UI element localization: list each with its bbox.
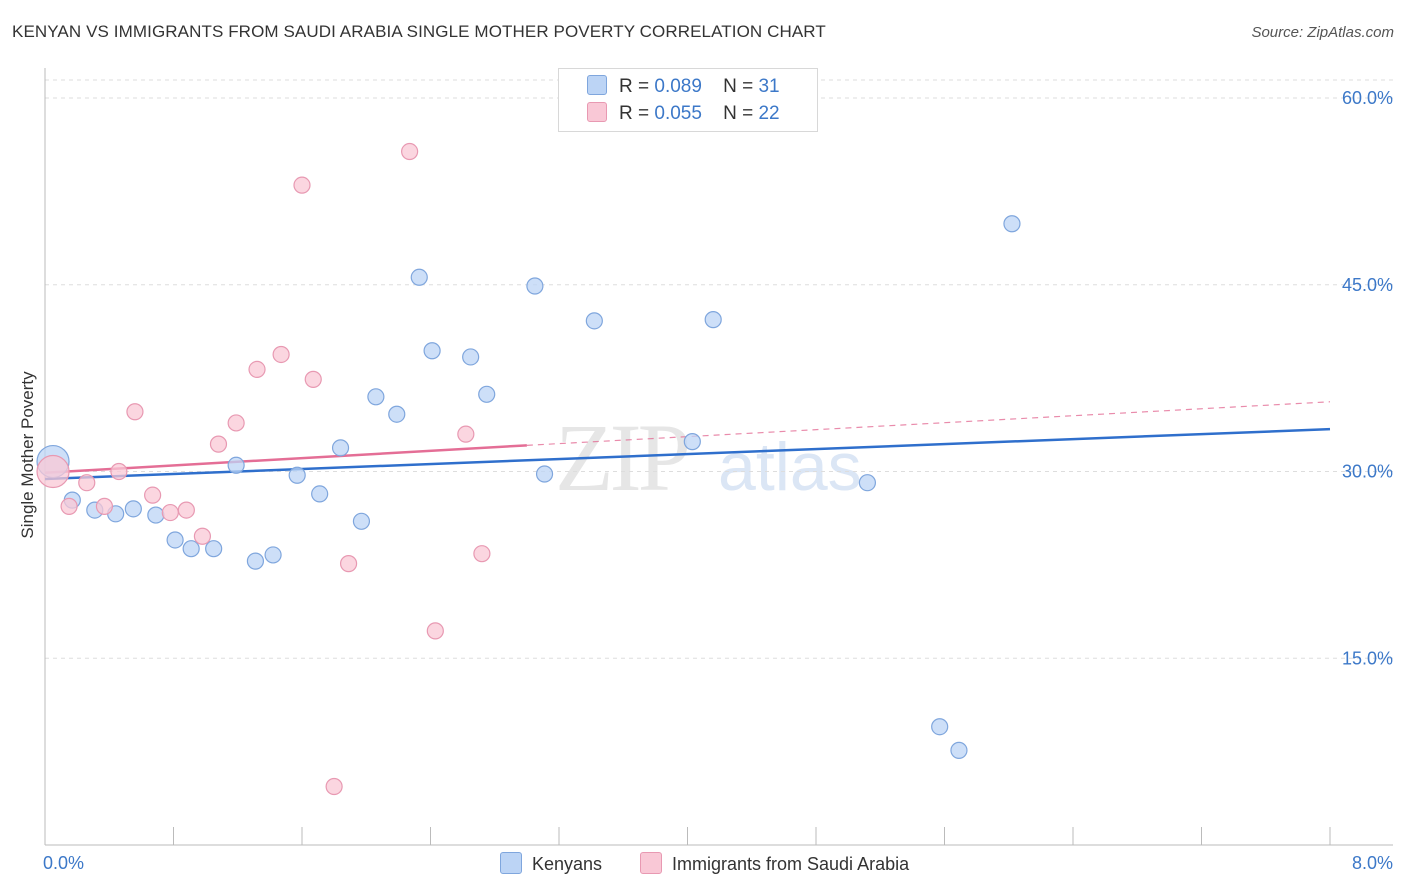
saudi-point (426, 622, 444, 640)
kenyan-point (166, 531, 184, 549)
saudi-point (177, 501, 195, 519)
kenyan-point (931, 718, 949, 736)
saudi-point (60, 497, 78, 515)
saudi-point (126, 403, 144, 421)
saudi-point (401, 142, 419, 161)
saudi-point (325, 777, 343, 796)
saudi-point (161, 503, 179, 522)
saudi-point (193, 527, 212, 545)
chart-title: KENYAN VS IMMIGRANTS FROM SAUDI ARABIA S… (12, 22, 826, 41)
kenyan-point (124, 500, 142, 518)
saudi-point (95, 497, 114, 515)
kenyan-point (264, 546, 282, 564)
x-tick-label: 0.0% (43, 853, 84, 873)
legend-r-value: 0.055 (654, 103, 702, 124)
data-points (36, 142, 1021, 796)
saudi-point (36, 454, 70, 489)
kenyan-point (352, 512, 371, 530)
y-axis-title: Single Mother Poverty (18, 371, 37, 539)
legend-n-value: 31 (758, 76, 780, 97)
kenyan-point (1003, 215, 1021, 233)
watermark-atlas: atlas (718, 429, 862, 505)
saudi-trend-extension (526, 401, 1331, 446)
bottom-legend-swatch-blue (500, 852, 522, 874)
saudi-point (110, 462, 128, 481)
bottom-legend-saudi: Immigrants from Saudi Arabia (640, 852, 909, 875)
saudi-point (272, 345, 290, 364)
tick-labels: 15.0% 30.0% 45.0% 60.0% 0.0% 8.0% (43, 88, 1393, 873)
y-tick-label: 30.0% (1342, 462, 1393, 482)
legend-swatch-blue (587, 75, 607, 95)
kenyan-point (585, 312, 603, 330)
kenyan-point (311, 485, 329, 503)
kenyan-trend-line (44, 427, 1331, 481)
kenyan-point (227, 456, 245, 474)
kenyan-point (388, 405, 406, 423)
legend-r-label: R = (619, 76, 650, 97)
bottom-legend-kenyans: Kenyans (500, 852, 602, 875)
kenyan-point (683, 433, 701, 451)
kenyan-point (858, 474, 877, 492)
kenyan-point (535, 465, 554, 483)
kenyan-point (462, 348, 480, 366)
x-tick-label: 8.0% (1352, 853, 1393, 873)
legend-n-label: N = (723, 76, 754, 97)
kenyan-point (288, 466, 306, 484)
bottom-legend-label: Kenyans (532, 854, 603, 874)
legend-row-kenyans: R = 0.089 N = 31 (587, 75, 780, 99)
kenyan-point (410, 268, 428, 286)
kenyan-point (331, 439, 350, 457)
saudi-point (78, 474, 96, 492)
kenyan-point (526, 277, 544, 295)
y-tick-label: 60.0% (1342, 88, 1393, 108)
kenyan-point (246, 552, 265, 570)
saudi-point (304, 370, 322, 388)
gridlines (45, 79, 1393, 659)
kenyan-point (182, 540, 200, 558)
kenyan-point (950, 741, 968, 759)
kenyan-point (423, 342, 441, 360)
legend-r-value: 0.089 (654, 76, 702, 97)
y-tick-label: 45.0% (1342, 275, 1393, 295)
y-tick-label: 15.0% (1342, 648, 1393, 668)
legend-n-value: 22 (758, 103, 780, 124)
kenyan-point (478, 385, 496, 403)
saudi-point (473, 545, 491, 563)
correlation-legend: R = 0.089 N = 31 R = 0.055 N = 22 (558, 68, 818, 132)
legend-n-label: N = (723, 103, 754, 124)
saudi-point (293, 176, 311, 194)
kenyan-point (367, 388, 385, 406)
bottom-legend-label: Immigrants from Saudi Arabia (672, 854, 910, 874)
saudi-point (339, 555, 358, 573)
saudi-point (209, 435, 228, 453)
saudi-point (248, 360, 266, 379)
kenyan-point (205, 540, 223, 558)
legend-r-label: R = (619, 103, 650, 124)
legend-swatch-pink (587, 102, 607, 122)
source-label: Source: ZipAtlas.com (1251, 24, 1394, 41)
kenyan-point (704, 311, 722, 329)
saudi-point (144, 486, 162, 504)
kenyan-point (147, 506, 165, 524)
legend-row-saudi: R = 0.055 N = 22 (587, 102, 780, 126)
bottom-legend-swatch-pink (640, 852, 662, 874)
saudi-point (227, 414, 245, 432)
saudi-point (457, 425, 475, 443)
